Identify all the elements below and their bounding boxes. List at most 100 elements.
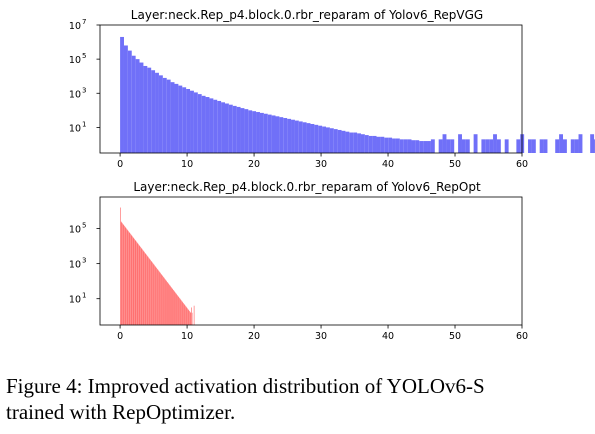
histogram-bar — [197, 94, 202, 153]
histogram-bar — [279, 117, 284, 153]
histogram-bar — [134, 239, 136, 325]
histogram-bar — [187, 308, 188, 325]
histogram-bar — [186, 89, 191, 153]
histogram-bar — [504, 139, 509, 153]
histogram-bar — [156, 268, 158, 325]
histogram-bars — [120, 36, 595, 154]
histogram-bar — [128, 231, 129, 325]
histogram-bars — [120, 207, 195, 325]
histogram-bar — [162, 275, 163, 325]
histogram-bar — [186, 307, 188, 325]
y-tick-label: 10 — [69, 225, 81, 236]
histogram-bar — [283, 118, 288, 153]
histogram-bar — [481, 139, 486, 153]
histogram-bar — [450, 139, 455, 153]
histogram-bar — [150, 261, 152, 325]
y-tick-label: 10 — [69, 89, 81, 100]
histogram-bar — [138, 244, 139, 325]
histogram-bar — [287, 118, 292, 153]
histogram-bar — [135, 59, 140, 154]
histogram-bar — [209, 98, 214, 153]
histogram-bar — [461, 139, 466, 153]
histogram-bar — [372, 135, 377, 153]
histogram-bar — [141, 248, 143, 325]
histogram-bar — [232, 105, 237, 153]
histogram-bar — [143, 65, 148, 153]
histogram-bar — [165, 280, 167, 325]
histogram-bar — [154, 265, 155, 325]
histogram-bar — [341, 130, 346, 153]
histogram-bar — [263, 113, 268, 153]
histogram-bar — [217, 100, 222, 153]
plot-frame — [99, 24, 523, 154]
histogram-bar — [148, 258, 150, 325]
histogram-bar — [144, 252, 145, 325]
histogram-bar — [465, 139, 470, 153]
histogram-bar — [314, 124, 319, 153]
histogram-bar — [152, 262, 153, 325]
histogram-bar — [124, 226, 126, 325]
histogram-bar — [167, 282, 169, 325]
histogram-bar — [177, 295, 178, 325]
histogram-bar — [158, 75, 163, 153]
histogram-bar — [419, 141, 424, 153]
histogram-bar — [326, 127, 330, 153]
histogram-bar — [128, 232, 130, 325]
histogram-bar — [136, 241, 137, 325]
y-tick-label: 10 — [69, 260, 81, 271]
histogram-bar — [430, 139, 435, 153]
histogram-bar — [555, 139, 560, 153]
histogram-bar — [201, 95, 206, 153]
histogram-bar — [275, 116, 280, 153]
caption-line-2: trained with RepOptimizer. — [6, 400, 236, 424]
histogram-bar — [493, 134, 497, 153]
histogram-bar — [181, 300, 182, 325]
histogram-bar — [133, 238, 135, 325]
histogram-bar — [183, 303, 185, 325]
histogram-bar — [140, 247, 142, 325]
histogram-bar — [142, 249, 143, 325]
histogram-bar — [131, 235, 133, 325]
histogram-bar — [191, 312, 193, 325]
x-tick-label: 50 — [449, 159, 461, 170]
y-tick-label: 10 — [69, 123, 81, 134]
histogram-bar — [150, 260, 151, 325]
histogram-bar — [131, 55, 136, 153]
histogram-bar — [175, 292, 176, 325]
histogram-bar — [166, 281, 167, 325]
histogram-bar — [485, 139, 490, 153]
histogram-bar — [353, 132, 358, 153]
y-tick-label: 10 — [69, 21, 81, 32]
y-tick-exponent: 7 — [82, 18, 86, 26]
histogram-bar — [123, 45, 128, 154]
histogram-bar — [224, 103, 229, 153]
histogram-bar — [147, 67, 152, 153]
histogram-bar — [151, 70, 156, 153]
histogram-bar — [179, 298, 181, 325]
histogram-bar — [189, 311, 191, 325]
histogram-bar — [193, 305, 195, 325]
histogram-bar — [180, 299, 182, 325]
histogram-bar — [329, 128, 334, 153]
histogram-bar — [590, 134, 595, 153]
histogram-bar — [166, 282, 168, 325]
caption-line-1: Figure 4: Improved activation distributi… — [6, 374, 485, 398]
histogram-bar — [170, 82, 175, 153]
chart-title: Layer:neck.Rep_p4.block.0.rbr_reparam of… — [131, 8, 483, 22]
histogram-bar — [345, 131, 350, 153]
histogram-bar — [298, 121, 303, 153]
histogram-bar — [528, 139, 532, 153]
histogram-bar — [148, 257, 149, 325]
histogram-bar — [213, 99, 218, 153]
histogram-bar — [139, 246, 141, 325]
histogram-bar — [458, 134, 462, 153]
y-tick-exponent: 1 — [82, 120, 86, 128]
histogram-bar — [127, 50, 132, 153]
histogram-bar — [143, 251, 145, 325]
histogram-bar — [357, 133, 361, 153]
histogram-bar — [155, 267, 157, 325]
histogram-bar — [185, 305, 186, 325]
histogram-bar — [559, 134, 563, 153]
